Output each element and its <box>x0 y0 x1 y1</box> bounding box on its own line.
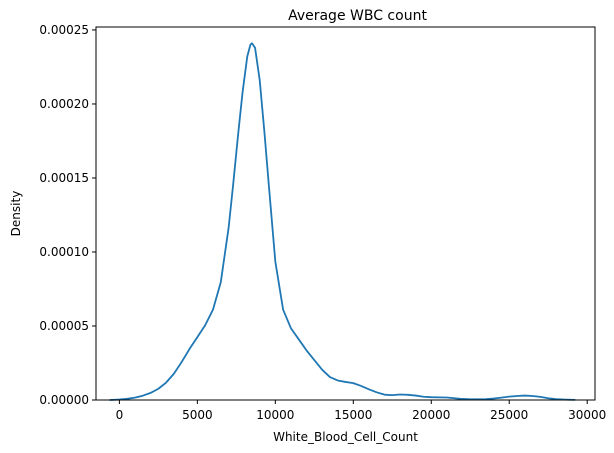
density-curve <box>109 42 576 401</box>
x-tick-label: 15000 <box>334 408 372 422</box>
plot-frame <box>95 26 596 401</box>
x-tick-label: 5000 <box>182 408 213 422</box>
x-tick-label: 25000 <box>490 408 528 422</box>
y-tick-label: 0.00000 <box>39 393 89 407</box>
chart-title: Average WBC count <box>288 8 427 24</box>
x-tick-label: 10000 <box>256 408 294 422</box>
y-tick-label: 0.00010 <box>39 245 89 259</box>
y-axis-label: Density <box>9 191 23 237</box>
y-tick-label: 0.00025 <box>39 23 89 37</box>
series-layer <box>109 42 576 401</box>
y-axis-ticks: 0.00000 0.00005 0.00010 0.00015 0.00020 0.000… <box>39 23 96 407</box>
x-axis-ticks: 0 5000 10000 15000 20000 25000 30000 <box>116 400 606 422</box>
x-tick-label: 20000 <box>412 408 450 422</box>
y-tick-label: 0.00005 <box>39 319 89 333</box>
x-tick-label: 0 <box>116 408 124 422</box>
y-tick-label: 0.00020 <box>39 97 89 111</box>
y-tick-label: 0.00015 <box>39 171 89 185</box>
x-axis-label: White_Blood_Cell_Count <box>273 430 418 444</box>
x-tick-label: 30000 <box>568 408 606 422</box>
